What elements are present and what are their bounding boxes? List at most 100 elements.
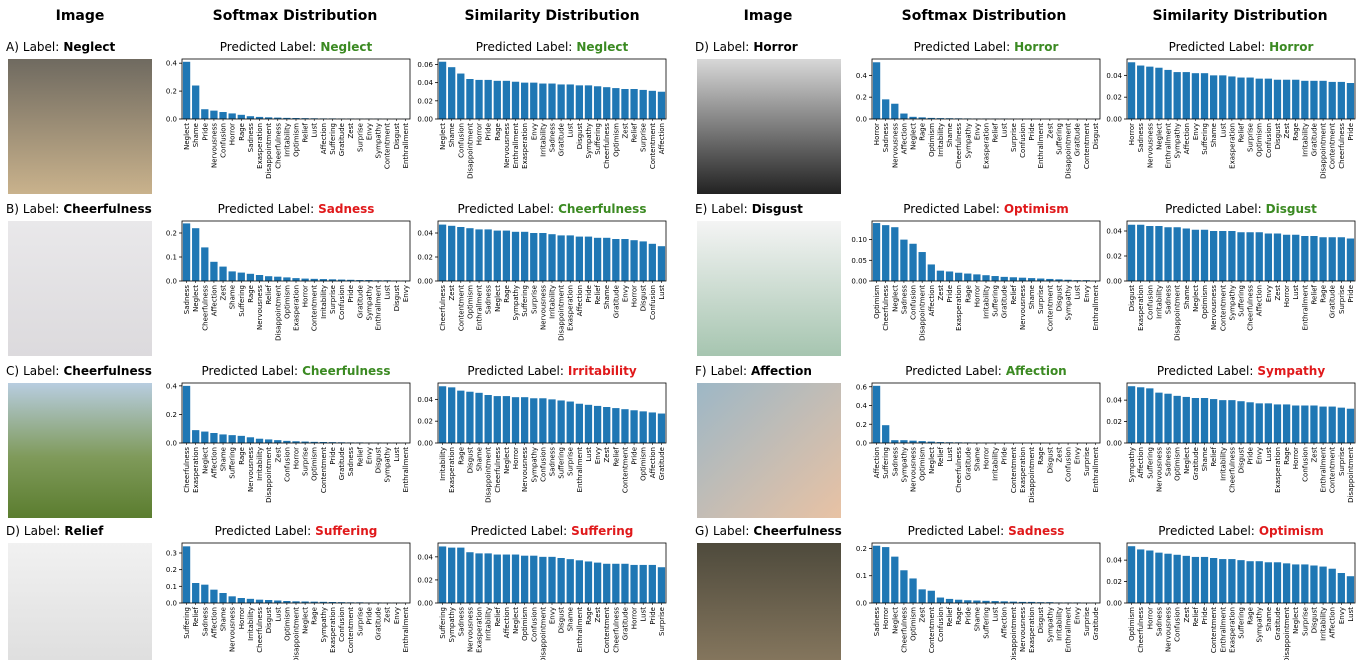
x-tick-label: Optimism	[873, 285, 881, 319]
x-tick-label: Contentment	[1210, 607, 1218, 653]
x-tick-label: Zest	[1283, 123, 1291, 139]
image	[8, 221, 152, 356]
bar	[1346, 576, 1355, 603]
x-tick-label: Sympathy	[1174, 123, 1182, 158]
column-header: Image	[56, 8, 105, 24]
label-prefix: Label:	[23, 40, 59, 54]
bar	[292, 118, 300, 119]
bar	[918, 589, 926, 603]
bar	[548, 399, 556, 443]
title-label: Cheerfulness	[302, 364, 390, 378]
bar	[466, 79, 474, 119]
x-tick-label: Shame	[973, 607, 981, 631]
x-tick-label: Surprise	[658, 607, 666, 636]
x-tick-label: Confusion	[1146, 285, 1154, 320]
x-tick-label: Enthrallment	[576, 607, 584, 653]
bar	[1310, 405, 1318, 443]
bar	[1146, 550, 1154, 603]
x-tick-label: Disappointment	[1028, 447, 1036, 503]
x-tick-label: Optimism	[928, 123, 936, 157]
x-tick-label: Envy	[1338, 607, 1346, 624]
y-tick-label: 0.2	[166, 411, 177, 419]
bar	[639, 564, 647, 603]
x-tick-label: Zest	[1183, 607, 1191, 623]
axes-frame	[871, 382, 1101, 444]
bar	[1000, 276, 1008, 281]
x-tick-label: Neglect	[512, 607, 520, 634]
x-tick-label: Relief	[631, 122, 639, 142]
x-tick-label: Shame	[567, 607, 575, 631]
bar	[1346, 83, 1355, 119]
title-prefix: Predicted Label:	[476, 40, 573, 54]
x-tick-label: Affection	[210, 285, 218, 316]
x-tick-label: Suffering	[594, 123, 602, 155]
bar	[954, 599, 963, 603]
chart-title: Predicted Label: Sadness	[908, 524, 1065, 538]
x-tick-label: Cheerfulness	[900, 607, 908, 653]
bar	[210, 433, 218, 443]
bar	[264, 600, 273, 603]
bar	[457, 73, 465, 119]
bar	[1255, 78, 1263, 119]
bar	[457, 390, 465, 443]
x-tick-label: Enthrallment	[1301, 285, 1309, 331]
bar	[511, 231, 520, 281]
title-label: Irritability	[568, 364, 637, 378]
image	[697, 543, 841, 660]
x-tick-label: Rage	[964, 285, 972, 303]
bar	[1319, 406, 1327, 443]
x-tick-label: Envy	[594, 447, 602, 464]
title-label: Sympathy	[1257, 364, 1325, 378]
bar	[1055, 279, 1063, 281]
x-tick-label: Horror	[631, 285, 639, 307]
x-tick-label: Shame	[448, 123, 456, 147]
x-tick-label: Surprise	[1338, 285, 1346, 314]
axes-frame	[1126, 220, 1356, 282]
bar	[1282, 563, 1291, 603]
bar	[1246, 77, 1254, 119]
x-tick-label: Envy	[1074, 447, 1082, 464]
bar	[982, 275, 990, 281]
bar	[438, 546, 447, 603]
chart-title: Predicted Label: Sadness	[218, 202, 375, 216]
bar	[1146, 226, 1154, 281]
image	[8, 383, 152, 518]
bar	[192, 430, 200, 443]
x-tick-label: Disappointment	[265, 123, 273, 179]
x-tick-label: Gratitude	[375, 607, 383, 640]
x-tick-label: Surprise	[1037, 285, 1045, 314]
y-tick-label: 0.0	[856, 440, 867, 448]
bar	[255, 599, 264, 603]
x-tick-label: Rage	[1320, 285, 1328, 303]
x-tick-label: Disgust	[558, 607, 566, 634]
bar	[891, 103, 899, 119]
x-tick-label: Gratitude	[658, 447, 666, 480]
x-tick-label: Enthrallment	[1092, 285, 1100, 331]
bar	[283, 440, 291, 443]
image	[697, 383, 841, 518]
x-tick-label: Lust	[274, 607, 282, 622]
x-tick-label: Shame	[603, 285, 611, 309]
x-tick-label: Envy	[973, 123, 981, 140]
bar	[945, 598, 954, 603]
x-tick-label: Suffering	[329, 123, 337, 155]
panel-label: D) Label: Relief	[6, 524, 104, 538]
bar	[1182, 555, 1190, 603]
x-tick-label: Horror	[293, 447, 301, 469]
bar	[891, 556, 899, 603]
y-tick-label: 0.02	[417, 418, 433, 426]
y-tick-label: 0.04	[1106, 72, 1122, 80]
y-tick-label: 0.04	[417, 553, 433, 561]
x-tick-label: Sadness	[891, 447, 899, 477]
bar	[918, 441, 926, 443]
bar	[1282, 404, 1291, 443]
x-tick-label: Pride	[1347, 285, 1355, 303]
x-tick-label: Nervousness	[539, 285, 547, 330]
y-tick-label: 0.1	[856, 572, 867, 580]
y-tick-label: 0.2	[856, 94, 867, 102]
x-tick-label: Shame	[192, 123, 200, 147]
bar	[274, 440, 282, 443]
bar	[964, 600, 972, 603]
bar	[900, 239, 908, 281]
